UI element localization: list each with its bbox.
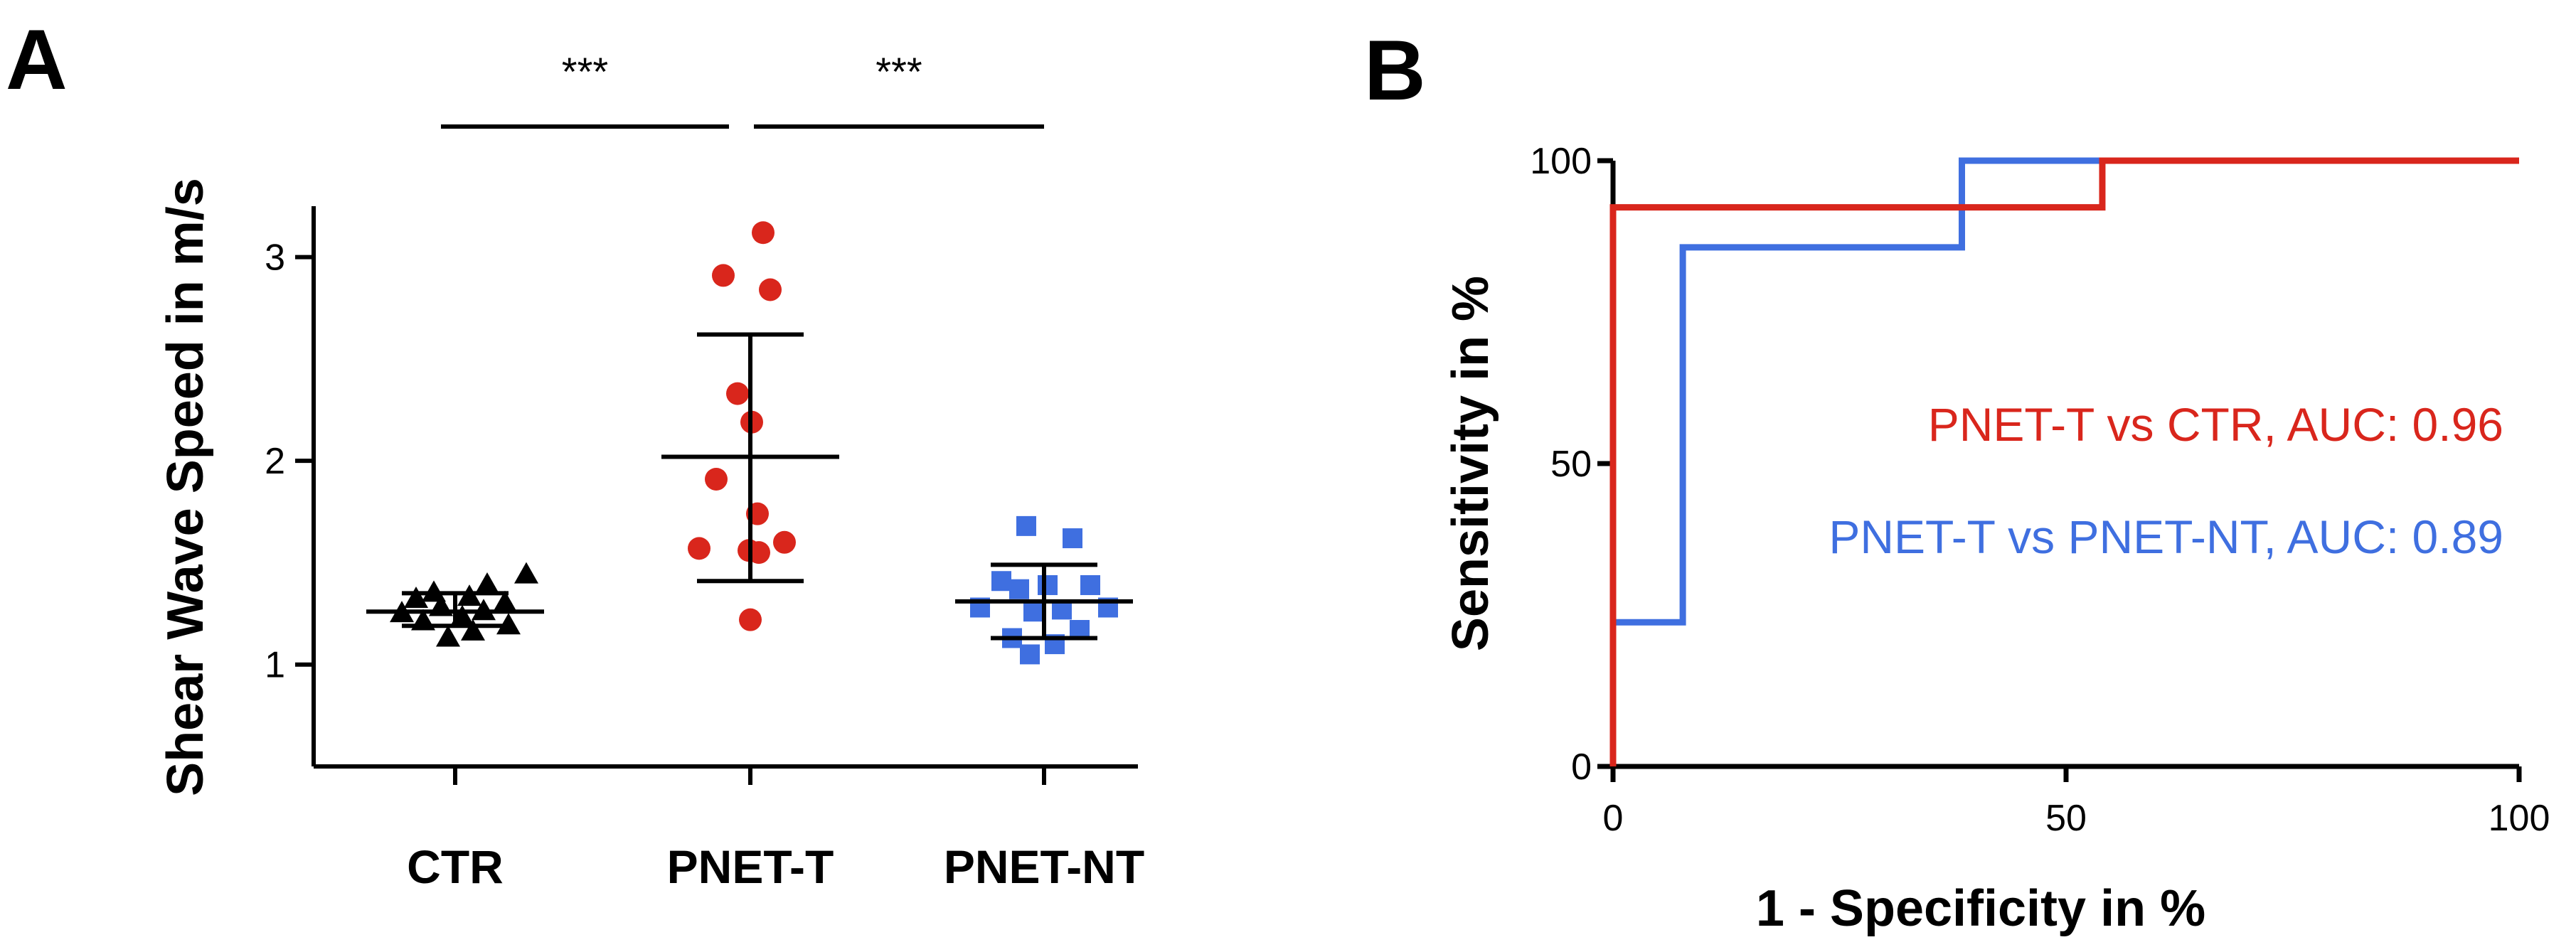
panel-b-letter: B (1364, 23, 1426, 118)
data-point-circle (705, 467, 728, 491)
significance-label: *** (562, 49, 608, 94)
data-point-square (1080, 574, 1100, 595)
data-point-square (1038, 574, 1058, 595)
y-tick-label: 2 (265, 441, 285, 482)
data-point-triangle (404, 587, 428, 609)
y-tick-label: 3 (265, 237, 285, 279)
x-category-label: CTR (407, 840, 504, 893)
chart-b-roc-curves: 0 50 100 0 50 100 1 - Specificity in % Sensitiv… (1442, 141, 2550, 937)
data-point-circle (739, 608, 762, 631)
x-tick-label: 0 (1603, 798, 1624, 839)
data-point-square (991, 571, 1011, 592)
data-point-circle (759, 278, 782, 301)
panel-a-letter: A (6, 12, 68, 107)
data-point-triangle (436, 625, 460, 647)
data-point-triangle (475, 572, 499, 594)
data-point-circle (752, 221, 775, 245)
roc-curve-pnet-t-vs-ctr (1609, 157, 2519, 766)
x-category-label: PNET-T (667, 840, 834, 893)
legend-entry: PNET-T vs PNET-NT, AUC: 0.89 (1829, 510, 2503, 563)
y-tick-label: 50 (1550, 444, 1592, 485)
legend-entry: PNET-T vs CTR, AUC: 0.96 (1928, 398, 2503, 451)
y-axis-label: Shear Wave Speed in m/s (157, 178, 214, 796)
y-tick-label: 1 (265, 645, 285, 686)
x-axis-label: 1 - Specificity in % (1756, 880, 2205, 937)
data-point-circle (747, 541, 770, 565)
significance-label: *** (875, 49, 922, 94)
data-point-square (1020, 644, 1040, 665)
y-axis-label: Sensitivity in % (1442, 276, 1499, 651)
data-point-triangle (493, 590, 517, 612)
data-point-triangle (514, 562, 538, 584)
roc-curve-pnet-t-vs-pnet-nt (1609, 157, 2519, 766)
y-tick-label: 100 (1530, 141, 1592, 182)
data-point-triangle (461, 619, 485, 641)
x-category-label: PNET-NT (944, 840, 1144, 893)
data-point-square (1009, 579, 1029, 599)
x-tick-label: 50 (2045, 798, 2087, 839)
data-point-circle (688, 537, 710, 560)
data-point-circle (726, 382, 749, 405)
data-point-square (1063, 528, 1082, 549)
x-tick-label: 100 (2489, 798, 2550, 839)
data-point-square (1016, 515, 1036, 536)
data-point-square (1023, 601, 1043, 622)
data-point-circle (773, 530, 796, 554)
y-tick-label: 0 (1571, 747, 1592, 788)
data-point-circle (712, 264, 735, 287)
chart-a-shear-wave-speed: 1 2 3 CTR PNET-T PNET-NT Shear Wave Speed in m… (157, 49, 1144, 893)
